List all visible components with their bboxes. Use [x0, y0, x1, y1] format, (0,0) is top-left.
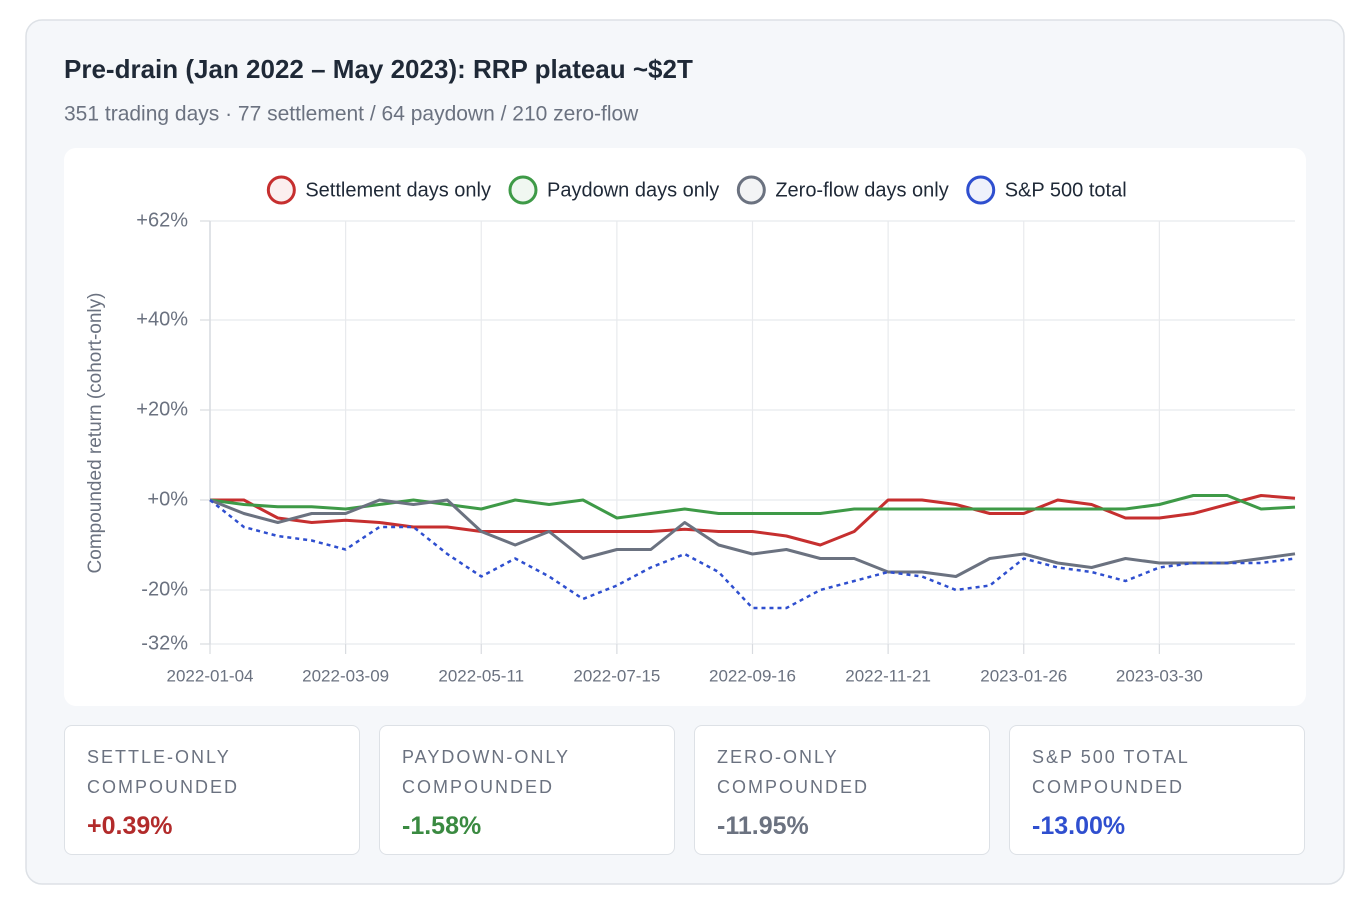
x-tick-label: 2023-01-26: [980, 666, 1067, 685]
stat-card: ZERO-ONLY COMPOUNDED -11.95%: [694, 725, 990, 855]
chart-panel: [64, 148, 1306, 706]
y-tick-label: -20%: [141, 578, 188, 600]
x-tick-label: 2022-11-21: [845, 666, 931, 685]
card-subtitle: 351 trading days · 77 settlement / 64 pa…: [64, 103, 639, 126]
stat-card: S&P 500 TOTAL COMPOUNDED -13.00%: [1009, 725, 1305, 855]
y-tick-label: +0%: [147, 488, 188, 510]
card-title: Pre-drain (Jan 2022 – May 2023): RRP pla…: [64, 54, 693, 84]
stat-label: SETTLE-ONLY COMPOUNDED: [87, 747, 240, 797]
stat-value: -13.00%: [1032, 812, 1126, 840]
y-tick-label: +40%: [136, 308, 188, 330]
x-tick-label: 2022-01-04: [167, 666, 254, 685]
stat-value: +0.39%: [87, 812, 173, 840]
legend-label: Zero-flow days only: [775, 179, 948, 201]
y-tick-label: +20%: [136, 398, 188, 420]
legend-swatch: [966, 175, 996, 205]
stat-label: ZERO-ONLY COMPOUNDED: [717, 747, 870, 797]
x-tick-label: 2022-05-11: [438, 666, 524, 685]
x-tick-label: 2023-03-30: [1116, 666, 1203, 685]
x-tick-label: 2022-03-09: [302, 666, 389, 685]
y-tick-label: +62%: [136, 209, 188, 231]
legend-swatch: [736, 175, 766, 205]
legend-label: Settlement days only: [305, 179, 491, 201]
series-line: [209, 498, 1296, 578]
x-tick-label: 2022-07-15: [573, 666, 660, 685]
stat-value: -11.95%: [717, 812, 809, 840]
stat-card: SETTLE-ONLY COMPOUNDED +0.39%: [64, 725, 360, 855]
stat-value: -1.58%: [402, 812, 482, 840]
stat-label: PAYDOWN-ONLY COMPOUNDED: [402, 747, 570, 797]
x-tick-label: 2022-09-16: [709, 666, 796, 685]
y-axis-label: Compounded return (cohort-only): [85, 293, 106, 574]
legend-label: Paydown days only: [547, 179, 719, 201]
series-line: [210, 494, 1296, 547]
stat-card: PAYDOWN-ONLY COMPOUNDED -1.58%: [379, 725, 675, 855]
legend-swatch: [266, 175, 296, 205]
stat-label: S&P 500 TOTAL COMPOUNDED: [1032, 747, 1190, 797]
y-tick-label: -32%: [141, 632, 188, 654]
legend-label: S&P 500 total: [1005, 179, 1127, 201]
legend-swatch: [508, 175, 538, 205]
